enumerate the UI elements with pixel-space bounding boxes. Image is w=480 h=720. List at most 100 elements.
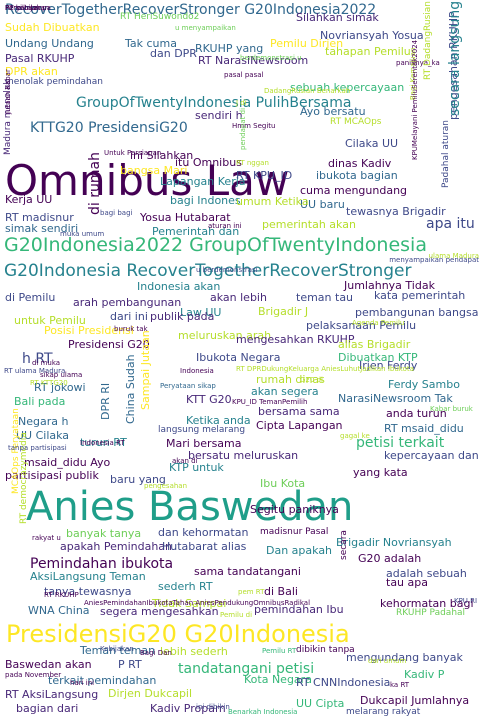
cloud-word: RT MCAOps xyxy=(330,117,382,127)
cloud-word: Pemilu RT xyxy=(262,647,297,655)
cloud-word: arah pembangunan xyxy=(73,296,182,309)
cloud-word: muka umum xyxy=(60,230,105,238)
cloud-word: Sudah Dibuatkan xyxy=(5,21,100,34)
cloud-word: RT KPU_ID xyxy=(236,169,293,182)
cloud-word: apa itu xyxy=(426,216,475,232)
cloud-word: RT RKUHP xyxy=(44,591,79,599)
cloud-word: kata pemerintah xyxy=(374,289,466,302)
cloud-word: NarasiNewsroom Tak xyxy=(338,392,453,405)
cloud-word: Teman teman xyxy=(80,644,156,657)
cloud-word: Untuk Persiapan xyxy=(104,149,162,157)
cloud-word: RT msaid_didu xyxy=(384,422,464,435)
cloud-word: RT KTTG20 xyxy=(30,379,68,387)
cloud-word: msaid_didu Ayo xyxy=(24,456,111,469)
cloud-word: menyampaikan pendapat xyxy=(389,256,479,264)
cloud-word: AksiLangsung Teman xyxy=(30,570,146,583)
cloud-word: di Pemilu xyxy=(5,291,56,304)
cloud-word: h RT xyxy=(22,351,53,367)
cloud-word: KTP untuk xyxy=(169,461,224,474)
cloud-word: Undang Undang xyxy=(5,37,94,50)
cloud-word: RT ulama Madura xyxy=(4,367,66,375)
cloud-word: Hutabarat alias xyxy=(162,540,247,553)
cloud-word: rumah dinas xyxy=(256,373,325,386)
cloud-word: tewasnya Brigadir xyxy=(346,205,446,218)
cloud-word: alias Brigadir xyxy=(338,338,411,351)
cloud-word: Law UU xyxy=(180,306,222,319)
cloud-word: Novriansyah Yosua xyxy=(320,29,424,42)
cloud-word: Dukcapil Jumlahnya xyxy=(360,694,470,707)
cloud-word: ulama Madura xyxy=(428,252,479,260)
cloud-word: apakah Pemindahan xyxy=(60,540,173,553)
cloud-word: dari ini xyxy=(110,310,148,323)
cloud-word: ka RT xyxy=(390,681,410,689)
cloud-word: G20Indonesia2022 GroupOfTwentyIndonesia xyxy=(4,234,427,256)
cloud-word: bangsa Mari xyxy=(120,164,188,177)
cloud-word: Lapangan Kerja xyxy=(160,175,246,188)
cloud-word: bagian dari xyxy=(16,702,79,715)
cloud-word: Indonesia RT xyxy=(80,439,125,447)
cloud-word: AniesPemindahanIbukotaTahan AniesPenduku… xyxy=(84,599,311,607)
cloud-word: Jutaan Kabar xyxy=(4,69,12,114)
cloud-word: secara xyxy=(339,530,349,560)
cloud-word: anda turun xyxy=(386,407,447,420)
cloud-word: pada November xyxy=(5,671,62,679)
cloud-word: Pemilu tanpa xyxy=(5,4,51,12)
cloud-word: adalah sebuah xyxy=(386,567,467,580)
cloud-word: Kabar buruk xyxy=(430,405,473,413)
cloud-word: teman tau xyxy=(296,291,354,304)
cloud-word: pemerintah akan xyxy=(262,218,356,231)
cloud-word: G20 adalah xyxy=(358,552,422,565)
cloud-word: Pasal RKUHP xyxy=(5,52,75,65)
cloud-word: Peryataan sikap xyxy=(160,382,216,390)
cloud-word: Bagi Dan xyxy=(140,649,172,657)
cloud-word: Dibuatkan KTP xyxy=(338,351,418,364)
cloud-word: Benarkah Indonesia xyxy=(228,708,298,716)
cloud-word: umum Ketika xyxy=(236,195,309,208)
cloud-word: Tak cuma xyxy=(125,37,177,50)
cloud-word: sebuah kepercayaan xyxy=(290,81,405,94)
cloud-word: gagal ke xyxy=(340,432,370,440)
cloud-word: mengesahkan RKUHP xyxy=(236,333,355,346)
cloud-word: petisi terkait xyxy=(356,435,445,451)
cloud-word: RT nggan xyxy=(236,159,269,167)
cloud-word: KPU RI xyxy=(454,597,478,605)
cloud-word: baru yang xyxy=(110,473,166,486)
cloud-word: UU baru xyxy=(300,198,345,211)
cloud-word: Pemilu Dirjen xyxy=(270,37,344,50)
cloud-word: tanpa partisipasi xyxy=(8,444,67,452)
cloud-word: yang kata xyxy=(353,466,408,479)
cloud-word: Kerja UU xyxy=(5,193,53,206)
cloud-word: berdemonstrasi u xyxy=(240,54,302,62)
cloud-word: aturan ini xyxy=(208,222,242,230)
cloud-word: pengesahan xyxy=(144,482,188,490)
cloud-word: Tidak Sampai xyxy=(152,597,227,610)
cloud-word: Segitu paniknya xyxy=(250,503,339,516)
cloud-word: partisipasi publik xyxy=(5,469,99,482)
cloud-word: KPU_ID TemanPemilih xyxy=(232,398,308,406)
cloud-word: Jumlahnya Tidak xyxy=(344,279,435,292)
cloud-word: China Sudah xyxy=(124,354,137,424)
cloud-word: dinas Kadiv xyxy=(328,157,392,170)
cloud-word: lebih sederh xyxy=(160,645,228,658)
cloud-word: Cipta Lapangan xyxy=(256,419,343,432)
cloud-word: di rumah xyxy=(87,152,103,215)
cloud-word: RT AksiLangsung xyxy=(5,688,99,701)
cloud-word: cuma mengundang xyxy=(300,184,408,197)
cloud-word: RecoverTogetherRecoverStronger G20Indone… xyxy=(5,2,377,18)
cloud-word: RT kebijakan xyxy=(5,4,50,12)
cloud-word: u berdemonstrasi xyxy=(196,266,258,274)
cloud-word: Ketika anda xyxy=(186,414,251,427)
cloud-word: Ferdy Sambo xyxy=(388,378,460,391)
cloud-word: DPR akan xyxy=(5,65,58,78)
cloud-word: pemindahan Ibu xyxy=(254,603,344,616)
cloud-word: Indonesia xyxy=(180,367,214,375)
cloud-word: hari ini xyxy=(70,679,95,687)
cloud-word: pasal pasal xyxy=(224,71,264,79)
cloud-word: Pemindahan ibukota xyxy=(30,556,174,572)
cloud-word: ini dibikin xyxy=(196,703,230,711)
cloud-word: bersatu meluruskan xyxy=(188,449,299,462)
cloud-word: madisnur Pasal xyxy=(260,527,329,537)
cloud-word: u menyampaikan xyxy=(175,24,236,32)
cloud-word: bagi Indones xyxy=(170,194,241,207)
